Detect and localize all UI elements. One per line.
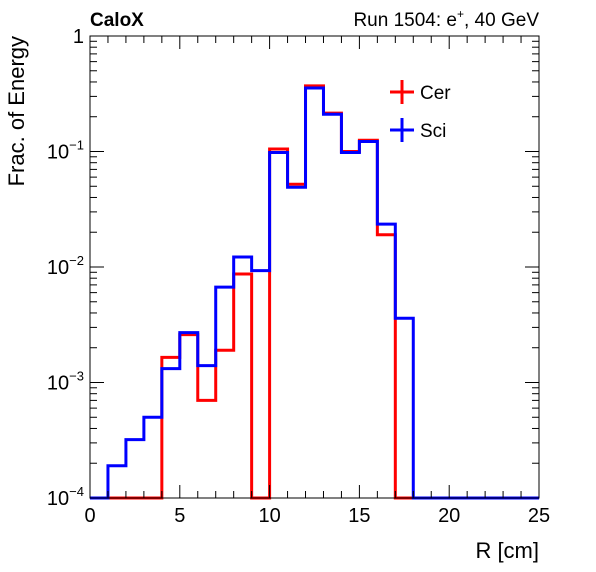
x-tick-label: 10 [258,505,280,527]
y-axis-label: Frac. of Energy [4,36,29,186]
x-axis-label: R [cm] [475,538,539,563]
y-tick-label: 1 [73,26,84,48]
x-tick-label: 0 [84,505,95,527]
series-sci-line [90,86,539,500]
x-tick-label: 15 [348,505,370,527]
y-tick-label: 10−1 [47,138,84,164]
legend-label-sci: Sci [420,121,446,142]
x-tick-label: 25 [528,505,550,527]
subtitle-main: Run 1504: e [353,10,457,31]
axis-layer: 0 5 10 15 20 25 1 10−1 10−2 10−3 10−4 [47,26,550,527]
subtitle-superscript: + [457,7,464,21]
y-tick-label: 10−3 [47,369,84,395]
x-tick-label: 20 [438,505,460,527]
y-tick-label: 10−2 [47,253,84,279]
legend-label-cer: Cer [420,83,451,104]
chart-subtitle: Run 1504: e+, 40 GeV [353,7,539,31]
subtitle-tail: , 40 GeV [464,10,539,31]
x-tick-label: 5 [174,505,185,527]
chart-title: CaloX [90,10,144,31]
legend: Cer Sci [390,80,451,142]
y-tick-label: 10−4 [47,484,84,510]
